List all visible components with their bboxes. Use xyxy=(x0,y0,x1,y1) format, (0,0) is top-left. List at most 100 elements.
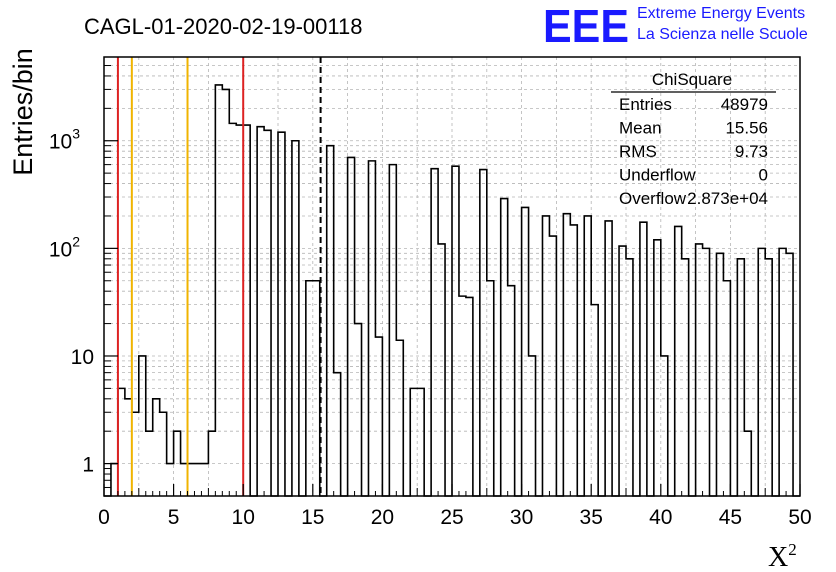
histogram-bin xyxy=(744,431,751,496)
histogram-bin xyxy=(466,297,473,496)
histogram-bin xyxy=(389,165,396,496)
histogram-bin xyxy=(139,356,146,496)
y-tick-label: 10 xyxy=(71,346,94,369)
x-tick-label: 20 xyxy=(371,506,394,529)
histogram-bin xyxy=(703,248,710,496)
threshold-lines xyxy=(116,57,322,496)
histogram-bin xyxy=(640,222,647,496)
histogram-bin xyxy=(459,296,466,496)
histogram-bin xyxy=(605,221,612,496)
chart-title: CAGL-01-2020-02-19-00118 xyxy=(84,14,362,39)
histogram-bin xyxy=(522,207,529,496)
histogram-bin xyxy=(529,356,536,496)
stats-box: ChiSquare Entries 48979 Mean 15.56 RMS 9.73 Un… xyxy=(611,70,776,208)
histogram-outline xyxy=(104,84,800,497)
histogram-bin xyxy=(132,412,139,496)
eee-logo: EEE Extreme Energy Events La Scienza nel… xyxy=(543,0,808,52)
histogram-bin xyxy=(542,216,549,496)
eee-logo-text: EEE xyxy=(543,0,629,52)
histogram-bin xyxy=(257,127,264,496)
histogram-bin xyxy=(327,146,334,496)
x-axis-label: X2 xyxy=(768,540,797,572)
histogram-bin xyxy=(549,236,556,496)
histogram-bin xyxy=(375,337,382,496)
histogram-bin xyxy=(716,253,723,496)
logo-line-1: Extreme Energy Events xyxy=(637,5,805,22)
histogram-bin xyxy=(222,89,229,496)
histogram-bin xyxy=(570,225,577,496)
histogram-bin xyxy=(118,388,125,496)
histogram-bin xyxy=(264,130,271,496)
stats-label: Mean xyxy=(619,119,662,138)
y-tick-label: 102 xyxy=(49,233,80,261)
y-tick-label: 103 xyxy=(49,126,80,154)
histogram-bin xyxy=(480,170,487,496)
histogram-bin xyxy=(215,85,222,496)
histogram-bin xyxy=(160,412,167,496)
histogram-bin xyxy=(682,259,689,496)
stats-label: RMS xyxy=(619,142,657,161)
histogram-bin xyxy=(654,240,661,496)
stats-value: 15.56 xyxy=(725,119,768,138)
x-tick-label: 30 xyxy=(510,506,533,529)
histogram-bin xyxy=(355,324,362,496)
histogram-bin xyxy=(758,248,765,496)
y-tick-label: 1 xyxy=(82,454,94,477)
histogram-bin xyxy=(348,157,355,496)
histogram-bin xyxy=(501,199,508,496)
x-tick-label: 45 xyxy=(719,506,742,529)
stats-value: 9.73 xyxy=(735,142,768,161)
histogram-bin xyxy=(201,464,208,496)
stats-rows: Entries 48979 Mean 15.56 RMS 9.73 Underflow 0 Ov… xyxy=(619,95,768,208)
histogram-bin xyxy=(619,246,626,496)
histogram-bin xyxy=(188,464,195,496)
x-tick-label: 25 xyxy=(440,506,463,529)
histogram-bin xyxy=(737,259,744,496)
histogram-bin xyxy=(438,244,445,496)
histogram-bin xyxy=(146,431,153,496)
histogram-bin xyxy=(417,388,424,496)
histogram-bin xyxy=(153,399,160,496)
x-tick-label: 35 xyxy=(580,506,603,529)
histogram-bin xyxy=(508,286,515,496)
stats-value: 48979 xyxy=(721,95,768,114)
histogram-bin xyxy=(208,431,215,496)
histogram-bin xyxy=(487,281,494,496)
histogram-bin xyxy=(723,281,730,496)
histogram-bin xyxy=(563,214,570,496)
stats-value: 2.873e+04 xyxy=(687,189,768,208)
histogram-bin xyxy=(584,216,591,496)
histogram-bin xyxy=(779,248,786,496)
stats-label: Entries xyxy=(619,95,672,114)
stats-title: ChiSquare xyxy=(652,70,732,89)
histogram-bin xyxy=(452,166,459,496)
stats-value: 0 xyxy=(759,166,768,185)
x-tick-label: 15 xyxy=(301,506,324,529)
histogram-bin xyxy=(334,373,341,496)
histogram-bin xyxy=(236,125,243,496)
histogram-bin xyxy=(626,259,633,496)
histogram-bin xyxy=(591,305,598,496)
histogram-bin xyxy=(431,169,438,496)
histogram-bin xyxy=(243,125,250,496)
histogram-bin xyxy=(396,340,403,496)
histogram-bin xyxy=(675,226,682,496)
histogram-bin xyxy=(696,244,703,496)
stats-label: Overflow xyxy=(619,189,687,208)
histogram-bin xyxy=(125,399,132,496)
logo-line-2: La Scienza nelle Scuole xyxy=(637,26,808,43)
histogram-bin xyxy=(167,464,174,496)
histogram-bin xyxy=(786,253,793,496)
histogram-bin xyxy=(181,464,188,496)
histogram-bin xyxy=(278,132,285,496)
histogram-bin xyxy=(368,161,375,496)
histogram-bars xyxy=(104,84,800,497)
histogram-bin xyxy=(313,281,320,496)
histogram-bin xyxy=(174,431,181,496)
histogram-bin xyxy=(229,123,236,496)
histogram-bin xyxy=(111,464,118,496)
axis-ticks: 0 5 10 15 20 25 30 35 40 45 50 1 10 102 103 xyxy=(49,56,812,529)
stats-label: Underflow xyxy=(619,166,696,185)
x-tick-label: 50 xyxy=(788,506,811,529)
